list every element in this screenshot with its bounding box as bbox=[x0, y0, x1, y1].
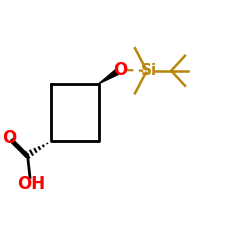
Text: OH: OH bbox=[17, 175, 45, 193]
Polygon shape bbox=[99, 70, 118, 84]
Text: O: O bbox=[113, 61, 127, 79]
Text: O: O bbox=[2, 130, 16, 148]
Text: Si: Si bbox=[141, 63, 157, 78]
